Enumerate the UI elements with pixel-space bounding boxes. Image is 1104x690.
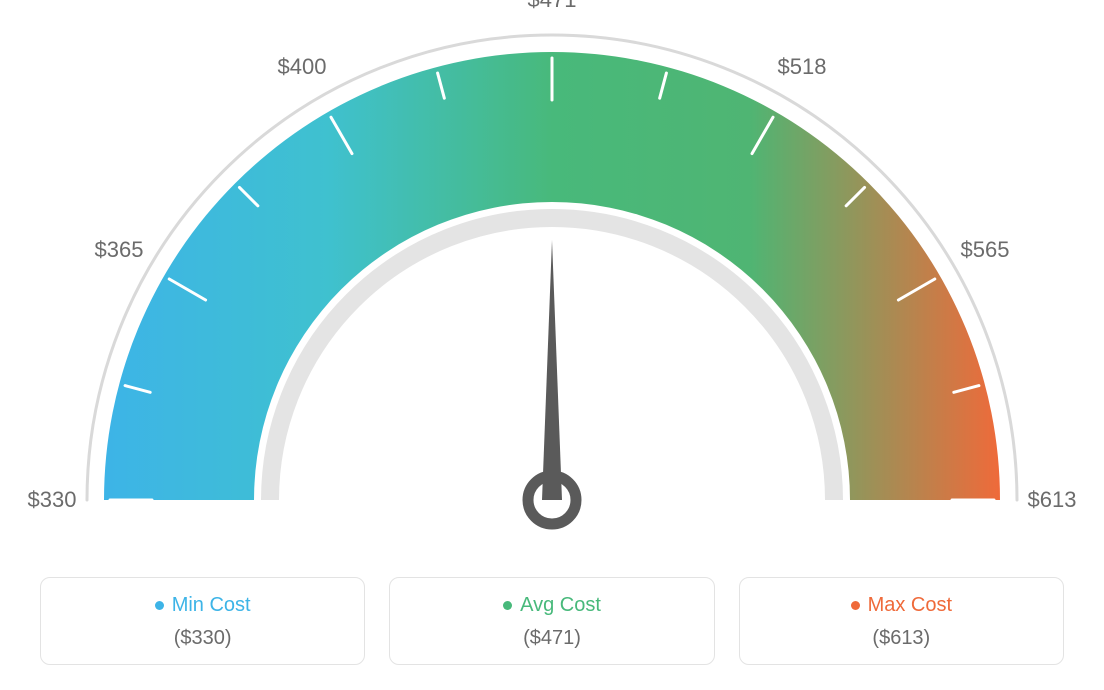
dot-icon — [155, 601, 164, 610]
legend-label: Max Cost — [868, 594, 952, 617]
gauge-tick-label: $565 — [961, 237, 1010, 263]
gauge-tick-label: $365 — [95, 237, 144, 263]
gauge-tick-label: $613 — [1028, 487, 1077, 513]
dot-icon — [503, 601, 512, 610]
legend-card-avg: Avg Cost ($471) — [389, 577, 714, 665]
gauge-chart: $330 $365 $400 $471 $518 $565 $613 — [0, 0, 1104, 560]
legend-row: Min Cost ($330) Avg Cost ($471) Max Cost… — [40, 577, 1064, 665]
gauge-tick-label: $471 — [528, 0, 577, 13]
gauge-tick-label: $518 — [778, 54, 827, 80]
dot-icon — [851, 601, 860, 610]
legend-value: ($330) — [51, 627, 354, 650]
legend-label: Min Cost — [172, 594, 251, 617]
gauge-tick-label: $330 — [28, 487, 77, 513]
legend-value: ($613) — [750, 627, 1053, 650]
legend-card-min: Min Cost ($330) — [40, 577, 365, 665]
gauge-svg — [0, 0, 1104, 560]
legend-value: ($471) — [400, 627, 703, 650]
legend-label: Avg Cost — [520, 594, 601, 617]
legend-card-max: Max Cost ($613) — [739, 577, 1064, 665]
legend-title-min: Min Cost — [155, 594, 251, 617]
legend-title-avg: Avg Cost — [503, 594, 601, 617]
legend-title-max: Max Cost — [851, 594, 952, 617]
gauge-tick-label: $400 — [278, 54, 327, 80]
